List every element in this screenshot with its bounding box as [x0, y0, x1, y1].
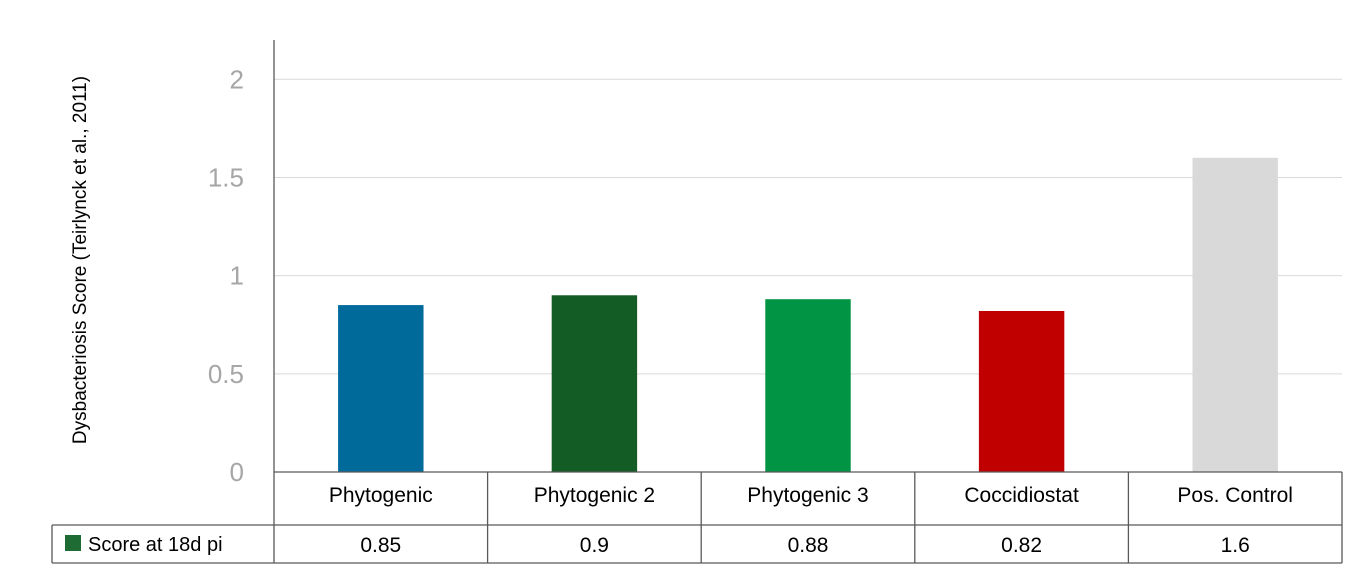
table-value-cell: 0.85	[360, 534, 401, 557]
legend-series-name: Score at 18d pi	[88, 534, 223, 556]
bars	[338, 157, 1278, 472]
table-value-cell: 0.9	[580, 534, 609, 557]
bar-coccidiostat	[978, 310, 1065, 472]
y-tick-label: 0.5	[208, 359, 244, 389]
table-value-cell: 0.88	[788, 534, 829, 557]
bar-phytogenic-3	[765, 299, 851, 472]
x-category-label: Phytogenic 3	[747, 484, 868, 507]
bar-pos-control	[1192, 157, 1278, 472]
y-axis-label: Dysbacteriosis Score (Teirlynck et al., …	[70, 75, 91, 445]
bar-phytogenic	[338, 305, 424, 472]
y-tick-label: 0	[230, 457, 244, 487]
x-category-label: Phytogenic	[329, 484, 433, 507]
data-table: Phytogenic 0.85 Phytogenic 2 0.9 Phytogenic …	[51, 471, 1343, 564]
legend-swatch	[65, 535, 81, 551]
y-tick-label: 1	[230, 261, 244, 291]
y-tick-label: 2	[230, 64, 244, 94]
table-value-cell: 0.82	[1001, 534, 1042, 557]
y-axis-label-container: Dysbacteriosis Score (Teirlynck et al., …	[46, 40, 116, 480]
y-tick-label: 1.5	[208, 162, 244, 192]
x-category-label: Phytogenic 2	[534, 484, 655, 507]
x-category-label: Pos. Control	[1177, 484, 1293, 507]
y-tick-labels: 0 0.5 1 1.5 2	[208, 64, 244, 487]
x-category-label: Coccidiostat	[964, 484, 1079, 507]
table-value-cell: 1.6	[1221, 534, 1250, 557]
bar-phytogenic-2	[551, 295, 638, 472]
